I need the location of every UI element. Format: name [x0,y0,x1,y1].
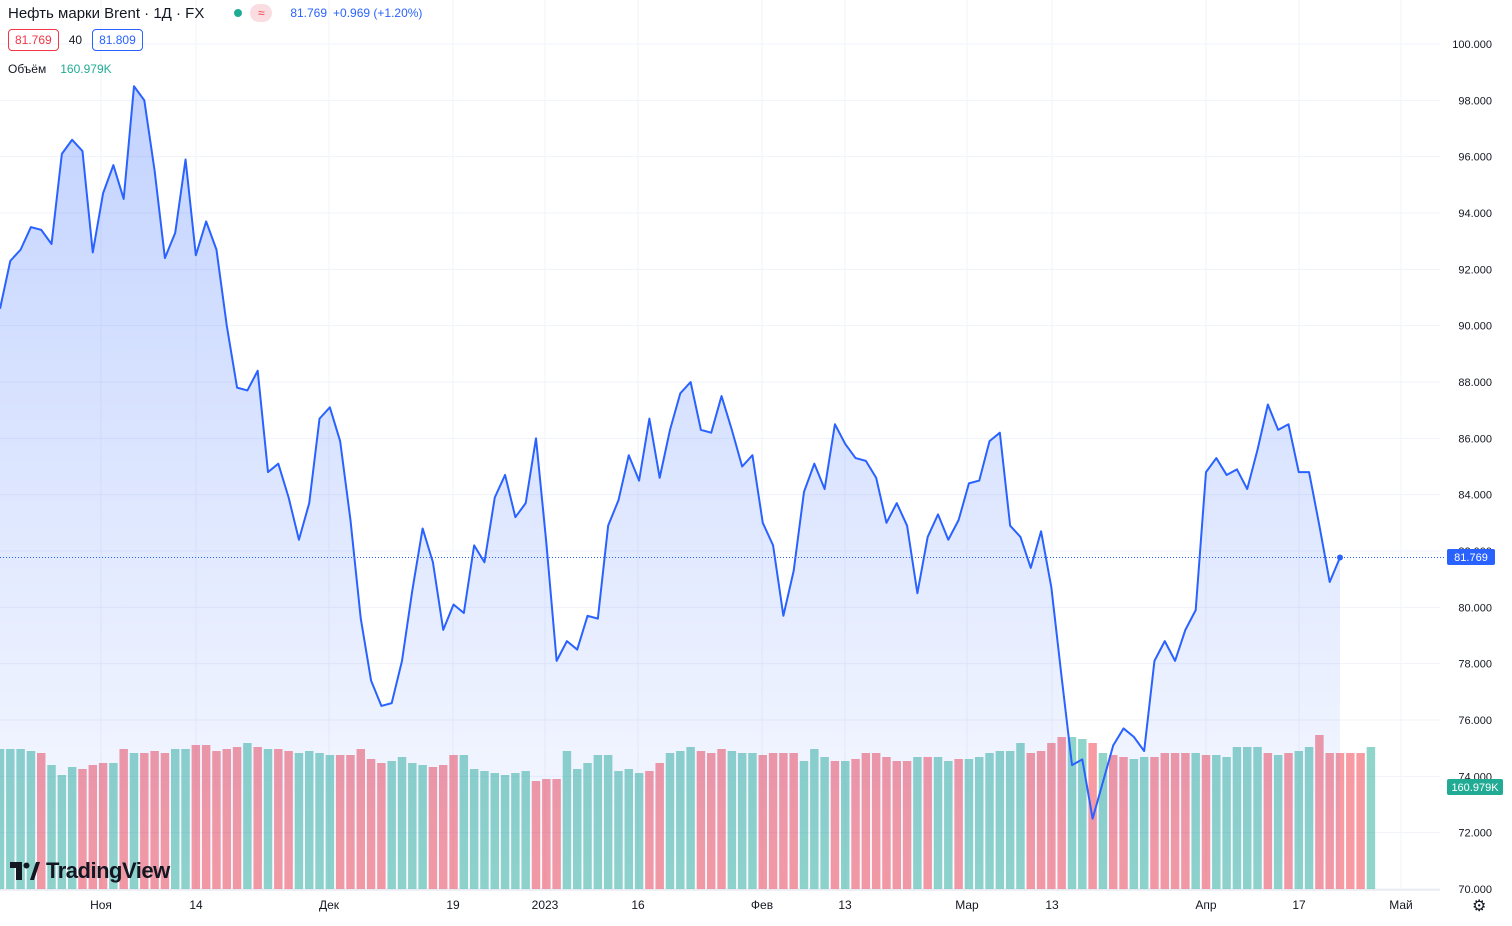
logo-text: TradingView [46,858,170,883]
price-area [0,86,1340,889]
y-tick-label: 100.000 [1452,39,1492,51]
x-tick-label: 19 [446,898,460,912]
buy-button[interactable]: 81.809 [92,29,143,51]
y-tick-label: 84.000 [1458,490,1492,502]
y-tick-label: 92.000 [1458,264,1492,276]
price-series-line [0,85,1341,820]
y-tick-label: 80.000 [1458,602,1492,614]
axis-tags: 81.769 160.979K [1447,549,1503,795]
symbol-legend: Нефть марки Brent · 1Д · FX ≈ 81.769 +0.… [8,4,422,22]
x-tick-label: 17 [1292,898,1306,912]
price-area-fill [0,86,1340,889]
volume-tag-bg [1447,779,1503,795]
y-tick-label: 98.000 [1458,95,1492,107]
x-tick-label: Фев [751,898,773,912]
x-tick-label: Май [1389,898,1413,912]
x-tick-label: 16 [631,898,645,912]
last-price: 81.769 [290,6,328,20]
volume-bar [1366,747,1376,889]
sell-button[interactable]: 81.769 [8,29,59,51]
y-tick-label: 78.000 [1458,659,1492,671]
volume-bar [1346,753,1355,889]
price-axis[interactable]: 70.00072.00074.00076.00078.00080.00082.0… [1452,39,1492,896]
x-tick-label: 14 [189,898,203,912]
x-tick-label: 13 [1045,898,1059,912]
volume-label: Объём [8,62,47,76]
x-tick-label: Апр [1195,898,1217,912]
bid-ask-row: 81.769 40 81.809 [8,29,143,51]
price-line [0,85,1446,820]
x-tick-label: 13 [838,898,852,912]
y-tick-label: 76.000 [1458,715,1492,727]
volume-tag: 160.979K [1451,782,1499,794]
x-tick-label: Ноя [90,898,112,912]
symbol-title[interactable]: Нефть марки Brent · 1Д · FX [8,4,205,22]
x-tick-label: Мар [955,898,979,912]
settings-gear-icon[interactable]: ⚙ [1472,898,1487,915]
indicator-icon[interactable]: ≈ [250,4,273,22]
spread-value: 40 [68,33,83,47]
y-tick-label: 72.000 [1458,828,1492,840]
tradingview-logo-icon [10,862,40,880]
y-tick-label: 88.000 [1458,377,1492,389]
y-tick-label: 86.000 [1458,433,1492,445]
volume-value: 160.979K [60,62,112,76]
volume-bar [1356,753,1365,889]
y-tick-label: 96.000 [1458,152,1492,164]
last-price-tag-bg [1447,549,1495,565]
time-axis[interactable]: Ноя 14 Дек 19 2023 16 Фев 13 Мар 13 Апр 17 Май [90,898,1413,912]
last-price-tag: 81.769 [1454,552,1488,564]
last-price-point [1337,554,1343,561]
market-open-icon [234,9,243,17]
x-tick-label: 2023 [532,898,559,912]
y-tick-label: 90.000 [1458,321,1492,333]
y-tick-label: 94.000 [1458,208,1492,220]
y-tick-label: 70.000 [1458,884,1492,896]
tradingview-logo[interactable]: TradingView [10,858,170,884]
x-tick-label: Дек [319,898,340,912]
volume-legend[interactable]: Объём 160.979K [8,62,112,76]
price-change: +0.969 (+1.20%) [333,6,423,20]
